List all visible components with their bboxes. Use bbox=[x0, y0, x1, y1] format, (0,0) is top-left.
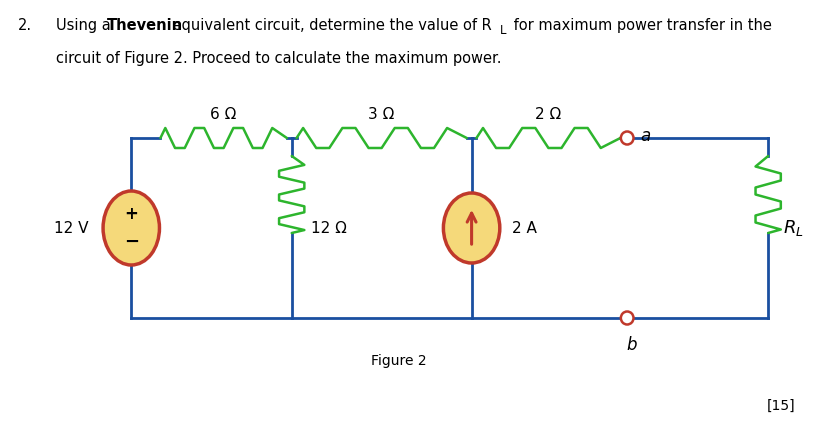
Text: 2 A: 2 A bbox=[512, 220, 537, 236]
Text: 2 Ω: 2 Ω bbox=[536, 107, 561, 122]
Text: 3 Ω: 3 Ω bbox=[368, 107, 395, 122]
Text: 12 Ω: 12 Ω bbox=[312, 220, 347, 236]
Text: b: b bbox=[626, 336, 637, 354]
Text: circuit of Figure 2. Proceed to calculate the maximum power.: circuit of Figure 2. Proceed to calculat… bbox=[57, 51, 502, 66]
Text: L: L bbox=[501, 24, 506, 37]
Text: 12 V: 12 V bbox=[54, 220, 88, 236]
Text: −: − bbox=[124, 233, 139, 251]
Text: for maximum power transfer in the: for maximum power transfer in the bbox=[509, 18, 772, 33]
Text: 6 Ω: 6 Ω bbox=[211, 107, 237, 122]
Text: +: + bbox=[124, 205, 138, 223]
Text: [15]: [15] bbox=[767, 399, 796, 413]
Text: Figure 2: Figure 2 bbox=[371, 354, 426, 368]
Text: $R_L$: $R_L$ bbox=[783, 218, 804, 238]
Ellipse shape bbox=[103, 191, 159, 265]
Text: 2.: 2. bbox=[17, 18, 32, 33]
Circle shape bbox=[621, 132, 634, 145]
Text: Thevenin: Thevenin bbox=[107, 18, 182, 33]
Text: equivalent circuit, determine the value of R: equivalent circuit, determine the value … bbox=[168, 18, 492, 33]
Ellipse shape bbox=[443, 193, 500, 263]
Text: Using a: Using a bbox=[57, 18, 116, 33]
Text: a: a bbox=[641, 127, 651, 145]
Circle shape bbox=[621, 311, 634, 324]
